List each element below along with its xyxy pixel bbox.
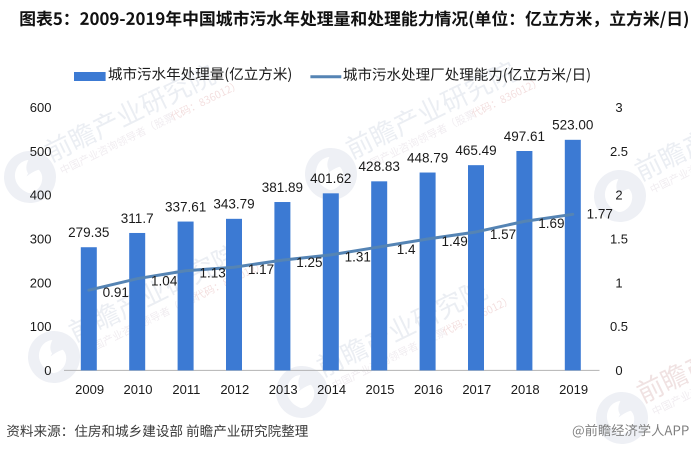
svg-text:381.89: 381.89 (262, 180, 303, 195)
svg-text:523.00: 523.00 (552, 118, 593, 133)
svg-text:2017: 2017 (462, 382, 491, 397)
svg-text:448.79: 448.79 (407, 150, 448, 165)
svg-text:100: 100 (30, 319, 52, 334)
svg-text:1.04: 1.04 (151, 273, 178, 288)
svg-text:1.5: 1.5 (610, 231, 628, 246)
svg-text:428.83: 428.83 (359, 159, 400, 174)
svg-text:500: 500 (30, 144, 52, 159)
svg-text:3: 3 (615, 100, 622, 115)
svg-text:2012: 2012 (220, 382, 249, 397)
svg-text:1.57: 1.57 (490, 227, 516, 242)
svg-text:279.35: 279.35 (68, 225, 109, 240)
svg-text:2.5: 2.5 (610, 144, 628, 159)
svg-text:2016: 2016 (414, 382, 443, 397)
svg-text:2010: 2010 (124, 382, 153, 397)
svg-text:497.61: 497.61 (504, 129, 545, 144)
svg-text:2011: 2011 (172, 382, 200, 397)
svg-text:343.79: 343.79 (213, 197, 254, 212)
svg-text:1.25: 1.25 (296, 255, 322, 270)
svg-text:600: 600 (30, 100, 52, 115)
svg-text:2009: 2009 (75, 382, 104, 397)
svg-text:1.13: 1.13 (199, 266, 225, 281)
svg-text:337.61: 337.61 (165, 199, 206, 214)
svg-text:1: 1 (615, 275, 622, 290)
svg-text:2015: 2015 (366, 382, 395, 397)
svg-text:0: 0 (44, 363, 51, 378)
svg-text:1.69: 1.69 (538, 216, 564, 231)
svg-text:1.17: 1.17 (248, 262, 274, 277)
svg-text:2013: 2013 (269, 382, 298, 397)
svg-text:1.49: 1.49 (441, 234, 467, 249)
svg-text:401.62: 401.62 (310, 171, 351, 186)
svg-text:2018: 2018 (511, 382, 540, 397)
svg-text:1.31: 1.31 (345, 250, 371, 265)
svg-text:0.91: 0.91 (103, 285, 129, 300)
svg-text:200: 200 (30, 275, 52, 290)
svg-text:1.77: 1.77 (587, 207, 613, 222)
svg-text:300: 300 (30, 231, 52, 246)
svg-text:2019: 2019 (559, 382, 588, 397)
svg-text:311.7: 311.7 (121, 211, 154, 226)
svg-text:465.49: 465.49 (455, 143, 496, 158)
svg-text:400: 400 (30, 188, 52, 203)
svg-text:2014: 2014 (317, 382, 346, 397)
svg-text:2: 2 (615, 188, 622, 203)
svg-text:0: 0 (615, 363, 622, 378)
svg-text:0.5: 0.5 (610, 319, 628, 334)
svg-text:1.4: 1.4 (397, 242, 416, 257)
